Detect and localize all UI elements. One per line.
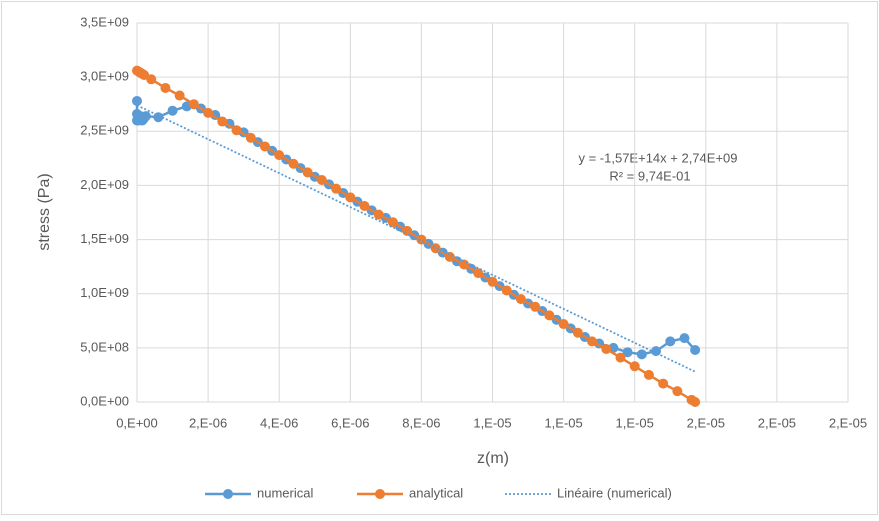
data-point xyxy=(459,259,470,270)
data-point xyxy=(690,345,701,356)
data-point xyxy=(146,74,157,85)
data-point xyxy=(636,349,647,360)
legend-label: Linéaire (numerical) xyxy=(557,485,672,500)
data-point xyxy=(259,141,270,152)
data-point xyxy=(359,201,370,212)
legend-label: analytical xyxy=(409,485,463,500)
data-point xyxy=(132,95,142,106)
data-point xyxy=(430,243,441,254)
data-point xyxy=(515,294,526,305)
data-point xyxy=(217,116,228,127)
y-tick-label: 1,0E+09 xyxy=(80,285,129,300)
data-point xyxy=(444,251,455,262)
data-point xyxy=(587,336,598,347)
data-point xyxy=(558,319,569,330)
x-tick-label: 2,E-05 xyxy=(758,415,796,430)
data-point xyxy=(140,111,151,122)
trend-r2: R² = 9,74E-01 xyxy=(609,168,690,183)
legend-marker xyxy=(375,489,385,499)
y-tick-label: 3,0E+09 xyxy=(80,69,129,84)
trend-equation: y = -1,57E+14x + 2,74E+09 xyxy=(578,150,737,165)
legend-label: numerical xyxy=(257,485,313,500)
data-point xyxy=(629,361,640,372)
data-point xyxy=(387,217,398,228)
data-point xyxy=(167,105,178,116)
data-point xyxy=(572,327,583,338)
data-point xyxy=(245,132,256,143)
data-point xyxy=(416,234,427,245)
data-point xyxy=(174,90,185,101)
data-point xyxy=(665,336,676,347)
data-point xyxy=(544,310,555,321)
y-tick-label: 3,5E+09 xyxy=(80,14,129,29)
data-point xyxy=(231,125,242,136)
x-tick-label: 2,E-06 xyxy=(189,415,227,430)
data-point xyxy=(651,346,662,357)
x-tick-label: 2,E-05 xyxy=(829,415,867,430)
legend-item: numerical xyxy=(205,485,313,500)
x-tick-label: 1,E-05 xyxy=(473,415,511,430)
data-point xyxy=(345,192,356,203)
data-point xyxy=(672,386,683,397)
data-point xyxy=(373,209,384,220)
data-point xyxy=(501,285,512,296)
x-tick-label: 4,E-06 xyxy=(260,415,298,430)
data-point xyxy=(316,175,327,186)
x-axis-title: z(m) xyxy=(477,450,509,467)
data-point xyxy=(601,343,612,354)
legend-marker xyxy=(223,489,233,499)
data-point xyxy=(487,276,498,287)
y-tick-label: 2,0E+09 xyxy=(80,177,129,192)
data-point xyxy=(188,99,199,110)
y-tick-label: 1,5E+09 xyxy=(80,231,129,246)
data-point xyxy=(679,333,690,344)
data-point xyxy=(658,378,669,389)
y-tick-label: 5,0E+08 xyxy=(80,339,129,354)
data-point xyxy=(153,112,164,123)
data-point xyxy=(160,82,171,93)
data-point xyxy=(622,347,633,358)
data-point xyxy=(473,268,484,279)
y-tick-label: 2,5E+09 xyxy=(80,123,129,138)
data-point xyxy=(302,167,313,178)
x-tick-label: 6,E-06 xyxy=(331,415,369,430)
x-tick-label: 0,E+00 xyxy=(116,415,158,430)
data-point xyxy=(402,225,413,236)
data-point xyxy=(690,397,701,407)
legend-item: Linéaire (numerical) xyxy=(505,485,672,500)
y-axis-title: stress (Pa) xyxy=(36,173,53,250)
legend-item: analytical xyxy=(357,485,463,500)
data-point xyxy=(203,107,214,118)
data-point xyxy=(643,369,654,380)
data-point xyxy=(331,183,342,194)
x-tick-label: 8,E-06 xyxy=(402,415,440,430)
x-tick-label: 1,E-05 xyxy=(544,415,582,430)
series-line xyxy=(136,104,696,373)
data-point xyxy=(274,150,285,161)
x-tick-label: 1,E-05 xyxy=(616,415,654,430)
data-point xyxy=(615,352,626,363)
data-point xyxy=(530,301,541,312)
data-point xyxy=(288,158,299,169)
x-tick-label: 2,E-05 xyxy=(687,415,725,430)
y-tick-label: 0,0E+00 xyxy=(80,393,129,408)
